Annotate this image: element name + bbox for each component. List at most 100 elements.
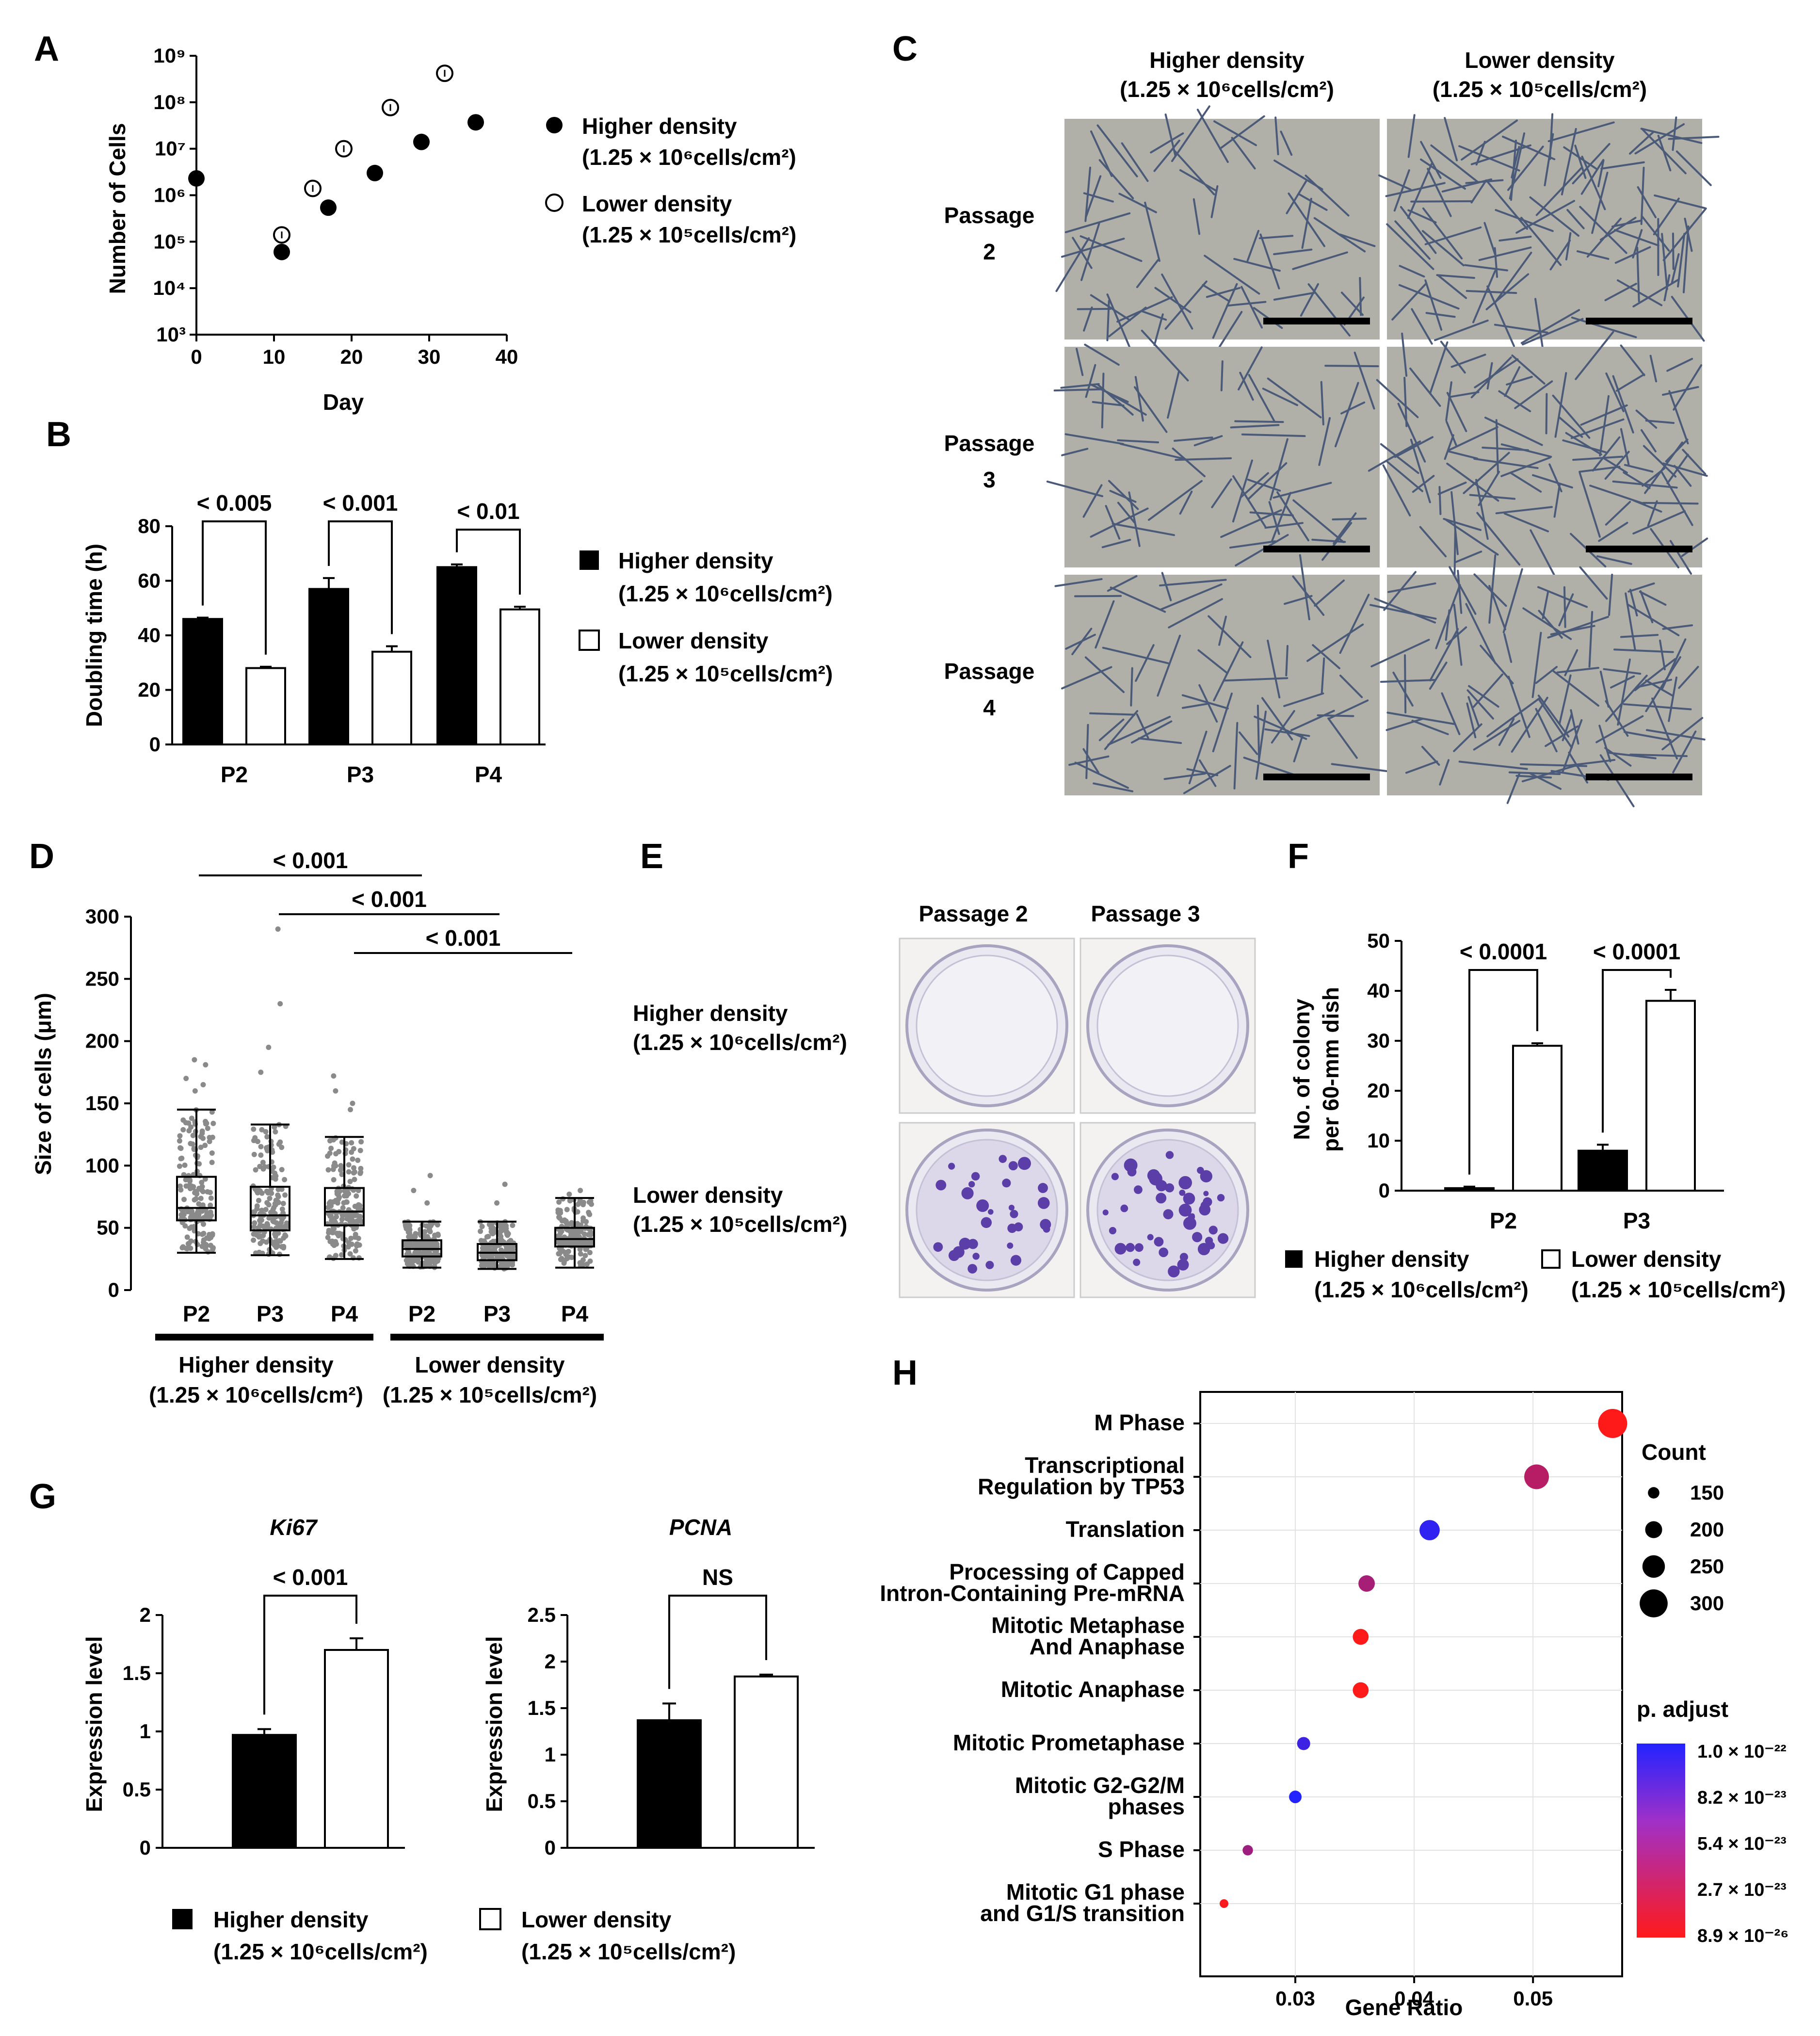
- cell-shape: [1105, 505, 1121, 540]
- cell-shape: [1219, 115, 1265, 150]
- cell-shape: [1632, 510, 1686, 535]
- cell-shape: [1089, 712, 1136, 716]
- cell-shape: [1478, 246, 1532, 261]
- cell-shape: [1135, 644, 1155, 682]
- cell-shape: [1292, 575, 1325, 616]
- category-label: P3: [483, 1301, 511, 1326]
- row-label-passage: Passage: [944, 431, 1035, 456]
- term-label-line2: phases: [1108, 1794, 1185, 1819]
- cell-size-point: [358, 1169, 364, 1175]
- cell-shape: [1654, 194, 1706, 210]
- colony: [988, 1209, 994, 1215]
- cell-size-point: [325, 1235, 331, 1241]
- cell-size-point: [199, 1180, 205, 1185]
- cell-shape: [1674, 465, 1692, 487]
- significance-label: < 0.01: [457, 499, 519, 524]
- scale-bar: [1263, 546, 1370, 552]
- cell-shape: [1233, 258, 1281, 272]
- cell-size-point: [258, 1233, 263, 1239]
- cell-size-point: [255, 1139, 260, 1145]
- legend-label-lower: Lower density: [1571, 1246, 1722, 1272]
- cell-shape: [1659, 639, 1666, 671]
- cell-shape: [1500, 443, 1552, 458]
- cell-shape: [1662, 386, 1699, 396]
- legend-label-lower: Lower density: [521, 1907, 672, 1932]
- cell-size-point: [207, 1135, 212, 1141]
- cell-shape: [1614, 229, 1659, 247]
- cell-shape: [1234, 420, 1284, 423]
- cell-shape: [1604, 451, 1630, 480]
- cell-size-point: [189, 1115, 194, 1121]
- legend-marker-higher: [546, 117, 563, 133]
- cell-shape: [1554, 372, 1567, 438]
- outlier-point: [258, 1069, 264, 1075]
- cell-shape: [1503, 633, 1513, 663]
- cell-shape: [1134, 376, 1144, 422]
- cell-shape: [1620, 344, 1645, 376]
- cell-size-point: [282, 1177, 288, 1182]
- cell-shape: [1613, 648, 1674, 653]
- y-tick-label: 40: [1367, 979, 1390, 1002]
- dish-base: [1096, 954, 1239, 1097]
- cell-shape: [1562, 439, 1607, 453]
- cell-shape: [1411, 719, 1449, 735]
- cell-shape: [1668, 135, 1720, 140]
- cell-shape: [1441, 692, 1461, 735]
- cell-shape: [1386, 461, 1424, 492]
- size-legend-label: 300: [1690, 1592, 1724, 1615]
- cell-shape: [1563, 759, 1616, 767]
- cell-shape: [1596, 555, 1632, 565]
- cell-shape: [1093, 782, 1134, 792]
- cell-shape: [1084, 166, 1092, 222]
- colony: [1205, 1237, 1213, 1245]
- colony: [1154, 1237, 1164, 1247]
- colorbar-label: 2.7 × 10⁻²³: [1697, 1880, 1787, 1900]
- term-label-line2: Regulation by TP53: [978, 1474, 1185, 1499]
- cell-shape: [1600, 161, 1645, 170]
- cell-shape: [1547, 615, 1609, 639]
- panel-a-legend: Higher density (1.25 × 10⁶cells/cm²) Low…: [545, 113, 796, 247]
- cell-shape: [1053, 388, 1105, 392]
- cell-shape: [1312, 644, 1341, 669]
- box: [250, 1185, 290, 1231]
- category-label: P3: [347, 762, 374, 787]
- cell-shape: [1110, 586, 1166, 613]
- cell-shape: [1055, 237, 1090, 292]
- cell-shape: [1662, 624, 1693, 630]
- cell-size-point: [264, 1200, 270, 1206]
- colony: [1038, 1183, 1048, 1193]
- term-dot: [1353, 1629, 1369, 1645]
- cell-shape: [1117, 501, 1136, 524]
- cell-size-point: [499, 1261, 504, 1267]
- cell-shape: [1359, 277, 1362, 316]
- box: [176, 1176, 217, 1222]
- colony: [1109, 1227, 1117, 1235]
- cell-shape: [1353, 352, 1375, 410]
- cell-size-point: [354, 1241, 360, 1247]
- cell-shape: [1632, 229, 1643, 259]
- panel-f-ylabel-2: per 60-mm dish: [1318, 987, 1343, 1152]
- colony: [985, 1260, 994, 1269]
- cell-shape: [1504, 366, 1521, 397]
- cell-size-point: [348, 1235, 354, 1241]
- cell-shape: [1084, 343, 1120, 366]
- size-legend-dot: [1640, 1589, 1668, 1617]
- colony: [1002, 1179, 1011, 1188]
- cell-shape: [1427, 168, 1452, 217]
- cell-shape: [1259, 233, 1280, 290]
- cell-size-point: [578, 1251, 583, 1257]
- cell-shape: [1537, 586, 1588, 608]
- cell-shape: [1376, 379, 1419, 419]
- cell-shape: [1232, 475, 1267, 528]
- cell-size-point: [339, 1216, 345, 1222]
- y-tick-label: 0.5: [123, 1778, 151, 1801]
- significance-bracket: [263, 1595, 357, 1715]
- cell-size-point: [353, 1248, 358, 1254]
- cell-shape: [1579, 206, 1627, 254]
- outlier-point: [494, 1200, 500, 1206]
- cell-shape: [1494, 251, 1532, 304]
- cell-shape: [1591, 172, 1609, 234]
- cell-shape: [1284, 595, 1313, 605]
- cell-size-point: [338, 1252, 344, 1258]
- cell-shape: [1271, 492, 1292, 542]
